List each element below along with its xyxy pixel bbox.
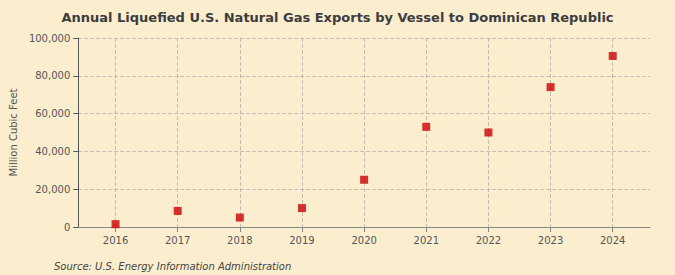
svg-text:2022: 2022 [476, 235, 501, 246]
svg-text:Million Cubic Feet: Million Cubic Feet [8, 88, 19, 176]
svg-text:Annual Liquefied U.S. Natural: Annual Liquefied U.S. Natural Gas Export… [61, 10, 613, 25]
svg-text:2019: 2019 [289, 235, 314, 246]
svg-text:60,000: 60,000 [35, 108, 70, 119]
svg-text:2017: 2017 [165, 235, 190, 246]
svg-text:2023: 2023 [538, 235, 563, 246]
svg-text:20,000: 20,000 [35, 184, 70, 195]
svg-text:2018: 2018 [227, 235, 252, 246]
svg-text:2020: 2020 [351, 235, 376, 246]
svg-text:100,000: 100,000 [29, 33, 70, 44]
svg-text:0: 0 [64, 222, 70, 233]
svg-text:Source: U.S. Energy Informatio: Source: U.S. Energy Information Administ… [54, 261, 291, 272]
svg-text:2016: 2016 [103, 235, 128, 246]
svg-text:2024: 2024 [600, 235, 625, 246]
svg-text:40,000: 40,000 [35, 146, 70, 157]
svg-text:2021: 2021 [414, 235, 439, 246]
svg-text:80,000: 80,000 [35, 70, 70, 81]
